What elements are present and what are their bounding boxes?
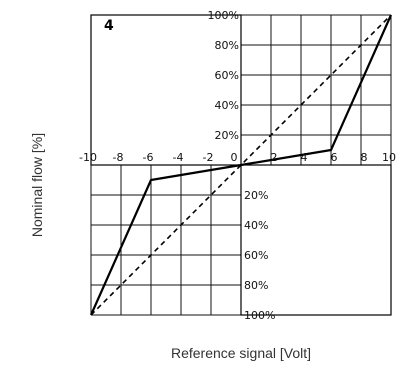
y-tick-label: 100% — [208, 9, 239, 22]
x-tick-label: 8 — [361, 151, 368, 164]
x-tick-label: -4 — [173, 151, 184, 164]
y-tick-label: 60% — [244, 249, 268, 262]
quadrant-frame-top-left — [90, 14, 242, 166]
y-tick-label: 80% — [215, 39, 239, 52]
panel-label: 4 — [104, 18, 114, 34]
series-line-linear-dashed — [90, 14, 392, 316]
x-tick-label: 2 — [271, 151, 278, 164]
series-lines — [89, 14, 393, 316]
x-tick-label: -8 — [113, 151, 124, 164]
y-tick-label: 40% — [215, 99, 239, 112]
y-tick-label: 40% — [244, 219, 268, 232]
y-tick-label: 80% — [244, 279, 268, 292]
x-tick-label: -10 — [79, 151, 97, 164]
x-tick-label: 4 — [301, 151, 308, 164]
x-tick-label: 6 — [331, 151, 338, 164]
y-tick-label: 20% — [244, 189, 268, 202]
plot-frame — [90, 14, 392, 316]
y-tick-label: 100% — [244, 309, 275, 322]
y-tick-label: 60% — [215, 69, 239, 82]
quadrant-frame-bottom-right — [240, 164, 392, 316]
x-axis-title: Reference signal [Volt] — [171, 345, 311, 361]
y-tick-label: 20% — [215, 129, 239, 142]
x-tick-label: 10 — [382, 151, 396, 164]
x-tick-label: 0 — [231, 151, 238, 164]
x-tick-label: -2 — [203, 151, 214, 164]
tick-labels: -10 -8 -6 -4 -2 0 2 4 6 8 10 20% 40% 60% 80% 100% 20% 40%… — [79, 9, 396, 322]
series-line-characteristic — [89, 14, 393, 316]
x-tick-label: -6 — [143, 151, 154, 164]
y-axis-title: Nominal flow [%] — [29, 133, 45, 237]
